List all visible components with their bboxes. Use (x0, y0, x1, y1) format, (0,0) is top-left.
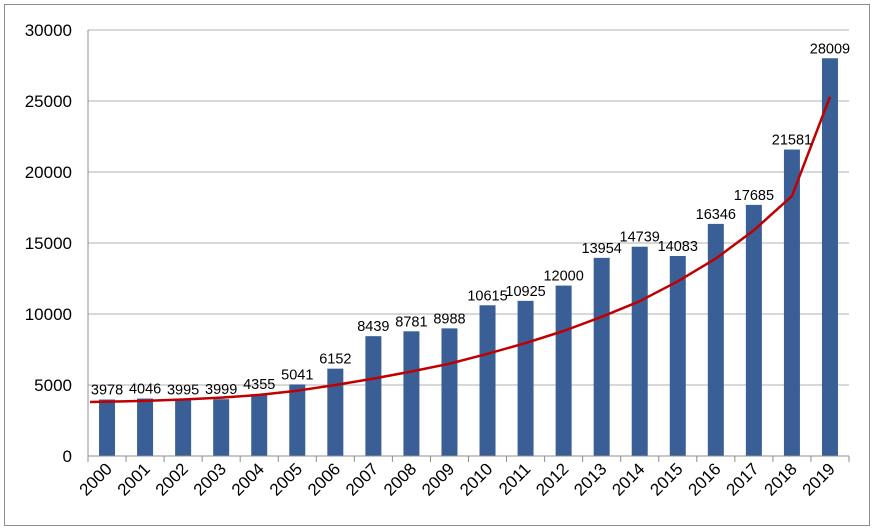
x-tick-label: 2007 (342, 459, 382, 499)
bar (707, 223, 724, 456)
data-label: 21581 (772, 133, 812, 149)
data-label: 16346 (696, 207, 736, 223)
bar (783, 149, 800, 456)
bar (517, 300, 534, 456)
trendline (89, 96, 832, 404)
x-tick-label: 2003 (190, 459, 230, 499)
data-label: 3999 (205, 382, 237, 398)
bar (631, 246, 648, 456)
x-tick-label: 2014 (608, 459, 648, 499)
bar (251, 394, 268, 456)
x-tick-label: 2017 (723, 459, 763, 499)
bar (327, 368, 344, 456)
bar (403, 331, 420, 456)
x-tick-label: 2019 (799, 459, 839, 499)
bar (441, 328, 458, 456)
data-label: 14739 (620, 230, 660, 246)
bar (669, 256, 686, 456)
x-tick-label: 2005 (266, 459, 306, 499)
bar (745, 204, 762, 456)
bar (213, 399, 230, 456)
y-tick-label: 20000 (25, 163, 72, 182)
bar (821, 58, 838, 456)
bar (479, 305, 496, 456)
data-label: 8439 (357, 319, 389, 335)
data-label: 8988 (433, 311, 465, 327)
x-tick-label: 2016 (684, 459, 724, 499)
bar (289, 384, 306, 456)
trendline-group (89, 96, 832, 404)
x-tick-label: 2002 (152, 459, 192, 499)
data-label: 17685 (734, 188, 774, 204)
data-label: 4046 (129, 382, 161, 398)
data-label: 3995 (167, 382, 199, 398)
data-label: 5041 (281, 367, 313, 383)
y-tick-label: 10000 (25, 305, 72, 324)
x-axis: 2000200120022003200420052006200720082009… (76, 455, 850, 500)
data-label: 3978 (91, 383, 123, 399)
x-tick-label: 2018 (761, 459, 801, 499)
x-tick-label: 2010 (456, 459, 496, 499)
y-axis: 0 5000 10000 15000 20000 25000 30000 (25, 21, 89, 466)
bar (99, 399, 116, 456)
data-label: 13954 (582, 241, 622, 257)
y-tick-label: 30000 (25, 21, 72, 40)
bar (365, 336, 382, 456)
x-tick-label: 2000 (76, 459, 116, 499)
data-label: 10615 (467, 288, 507, 304)
data-label: 4355 (243, 377, 275, 393)
x-tick-label: 2011 (495, 459, 534, 498)
data-label: 10925 (505, 284, 545, 300)
data-label: 12000 (543, 269, 583, 285)
x-tick-label: 2013 (570, 459, 610, 499)
y-tick-label: 5000 (34, 376, 72, 395)
x-tick-label: 2004 (228, 459, 268, 499)
y-tick-label: 25000 (25, 92, 72, 111)
x-tick-label: 2009 (418, 459, 458, 499)
data-label: 14083 (658, 239, 698, 255)
bar (593, 257, 610, 456)
bar (137, 398, 154, 456)
data-label: 8781 (395, 314, 427, 330)
data-label: 28009 (810, 41, 850, 57)
data-label: 6152 (319, 352, 351, 368)
y-tick-label: 15000 (25, 234, 72, 253)
bar (555, 285, 572, 456)
x-tick-label: 2015 (646, 459, 686, 499)
y-tick-label: 0 (63, 447, 72, 466)
x-tick-label: 2008 (380, 459, 420, 499)
bar (175, 399, 192, 456)
x-tick-label: 2001 (114, 459, 154, 499)
bars (99, 58, 838, 456)
x-tick-label: 2012 (532, 459, 572, 499)
data-labels: 3978 4046 3995 3999 4355 5041 6152 8439 8781 8988… (91, 41, 850, 398)
x-tick-label: 2006 (304, 459, 344, 499)
